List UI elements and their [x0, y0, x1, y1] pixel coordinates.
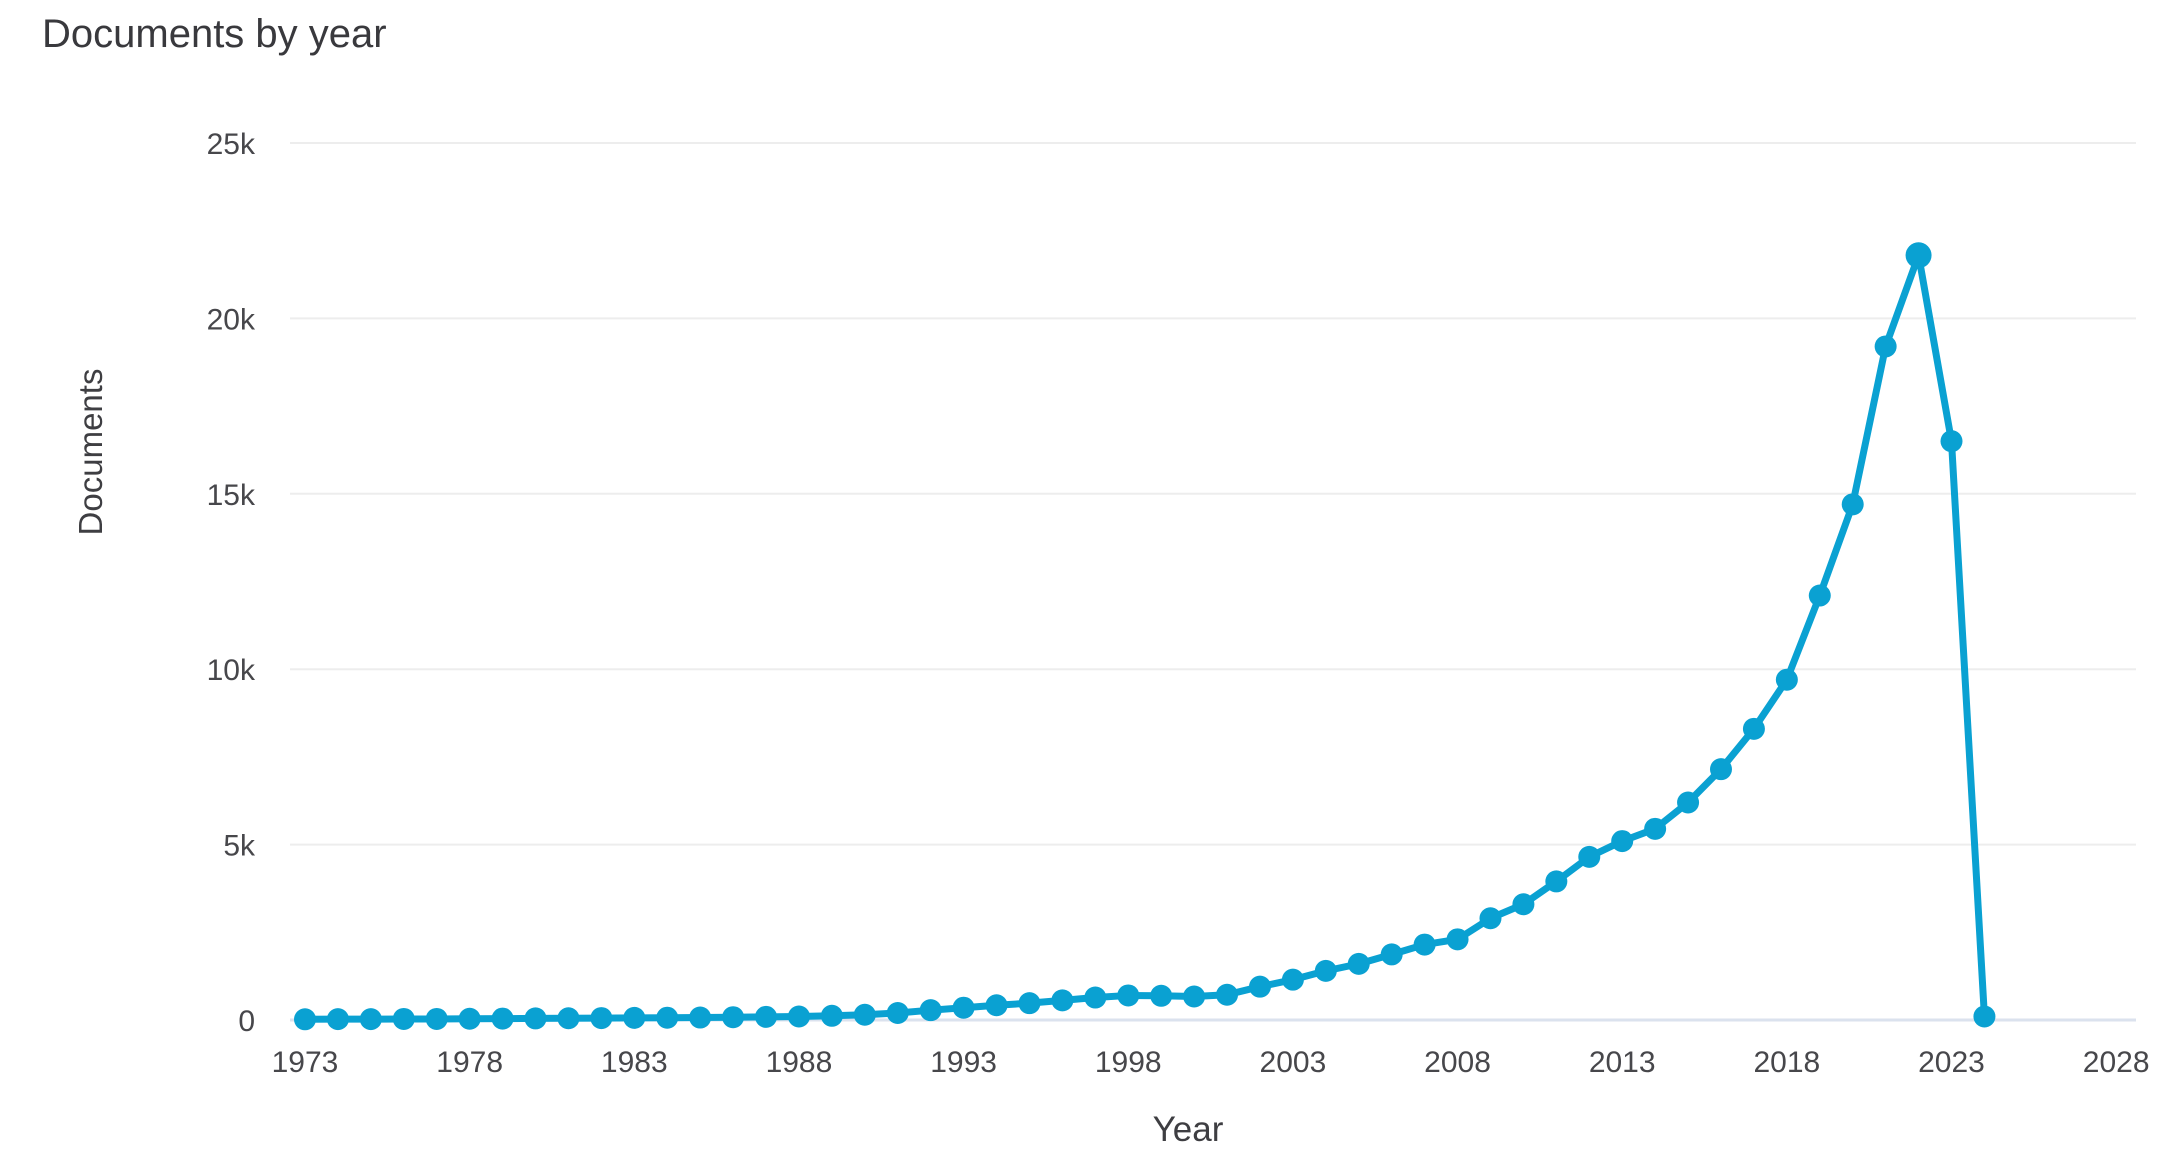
y-tick-label: 25k [207, 128, 256, 161]
data-point-2019[interactable] [1808, 584, 1831, 607]
data-point-2010[interactable] [1512, 893, 1535, 916]
data-point-2017[interactable] [1742, 717, 1765, 740]
data-point-1975[interactable] [359, 1008, 382, 1031]
data-point-1978[interactable] [458, 1007, 481, 1030]
data-point-2006[interactable] [1380, 943, 1403, 966]
data-point-2013[interactable] [1611, 830, 1634, 853]
data-point-2023[interactable] [1940, 430, 1963, 453]
x-tick-label: 2023 [1918, 1046, 1985, 1079]
y-axis-title: Documents [72, 368, 109, 536]
data-point-1991[interactable] [886, 1001, 909, 1024]
data-point-2008[interactable] [1446, 928, 1469, 951]
x-tick-label: 2008 [1424, 1046, 1491, 1079]
data-point-1994[interactable] [985, 994, 1008, 1017]
data-point-1993[interactable] [952, 996, 975, 1019]
data-point-1974[interactable] [326, 1008, 349, 1031]
data-point-1998[interactable] [1117, 984, 1140, 1007]
data-point-1983[interactable] [623, 1006, 646, 1029]
series-line [301, 251, 1988, 1023]
x-tick-label: 1998 [1095, 1046, 1162, 1079]
data-point-1995[interactable] [1018, 992, 1041, 1015]
data-point-2018[interactable] [1775, 668, 1798, 691]
data-point-1990[interactable] [853, 1003, 876, 1026]
data-point-2022[interactable] [1905, 242, 1932, 269]
data-point-1979[interactable] [491, 1007, 514, 1030]
x-tick-label: 2018 [1753, 1046, 1820, 1079]
data-point-1989[interactable] [820, 1004, 843, 1027]
data-point-2001[interactable] [1216, 983, 1239, 1006]
data-point-1976[interactable] [392, 1007, 415, 1030]
x-tick-label: 1983 [601, 1046, 668, 1079]
chart-title: Documents by year [42, 12, 387, 56]
y-tick-label: 20k [207, 303, 256, 336]
data-point-2021[interactable] [1874, 335, 1897, 358]
data-point-2016[interactable] [1709, 758, 1732, 781]
data-point-1980[interactable] [524, 1007, 547, 1030]
data-point-2000[interactable] [1183, 985, 1206, 1008]
y-tick-label: 15k [207, 479, 256, 512]
x-tick-label: 1978 [436, 1046, 503, 1079]
data-point-2009[interactable] [1479, 907, 1502, 930]
data-point-2014[interactable] [1644, 817, 1667, 840]
y-tick-label: 0 [238, 1005, 255, 1038]
data-point-2003[interactable] [1281, 968, 1304, 991]
data-point-1984[interactable] [656, 1006, 679, 1029]
data-point-2024[interactable] [1973, 1005, 1996, 1028]
data-point-1985[interactable] [689, 1006, 712, 1029]
data-point-1988[interactable] [787, 1005, 810, 1028]
data-point-1997[interactable] [1084, 986, 1107, 1009]
x-tick-label: 2028 [2083, 1046, 2150, 1079]
data-point-1996[interactable] [1051, 989, 1074, 1012]
data-point-1992[interactable] [919, 999, 942, 1022]
x-axis-title: Year [1152, 1110, 1224, 1149]
data-point-1987[interactable] [755, 1005, 778, 1028]
data-point-1977[interactable] [425, 1007, 448, 1030]
y-tick-label: 5k [223, 830, 256, 863]
data-point-1981[interactable] [557, 1007, 580, 1030]
data-point-2011[interactable] [1545, 870, 1568, 893]
data-point-2020[interactable] [1841, 493, 1864, 516]
data-point-2002[interactable] [1248, 975, 1271, 998]
data-point-2015[interactable] [1677, 791, 1700, 814]
x-tick-label: 2003 [1260, 1046, 1327, 1079]
data-point-1999[interactable] [1150, 984, 1173, 1007]
x-tick-label: 2013 [1589, 1046, 1656, 1079]
data-point-1973[interactable] [294, 1008, 316, 1031]
x-tick-label: 1993 [930, 1046, 997, 1079]
x-tick-label: 1973 [272, 1046, 339, 1079]
data-point-2004[interactable] [1314, 959, 1337, 982]
y-tick-label: 10k [207, 654, 256, 687]
data-point-2012[interactable] [1578, 845, 1601, 868]
data-point-1982[interactable] [590, 1007, 613, 1030]
data-point-1986[interactable] [722, 1006, 745, 1029]
data-point-2007[interactable] [1413, 933, 1436, 956]
data-point-2005[interactable] [1347, 952, 1370, 975]
x-tick-label: 1988 [766, 1046, 833, 1079]
